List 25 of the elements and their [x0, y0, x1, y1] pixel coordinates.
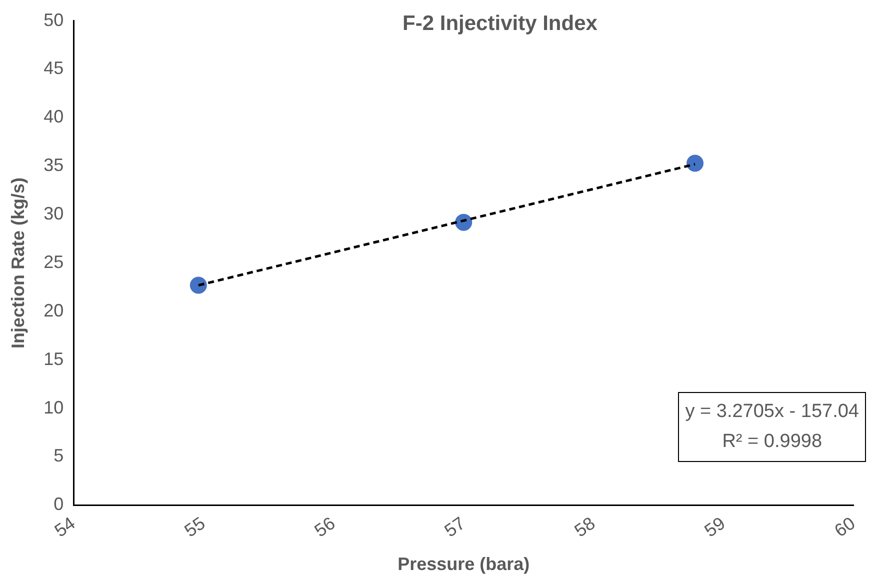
- point: [686, 154, 704, 172]
- y-axis-title: Injection Rate (kg/s): [8, 177, 28, 349]
- y-tick-label: 25: [44, 252, 64, 272]
- x-tick-label: 56: [310, 513, 339, 541]
- y-tick-label: 10: [44, 397, 64, 418]
- y-tick-label: 0: [54, 494, 64, 514]
- chart-title: F-2 Injectivity Index: [402, 12, 598, 36]
- y-tick-label: 15: [44, 348, 64, 369]
- y-tick-label: 45: [44, 58, 64, 78]
- x-tick-label: 60: [830, 513, 859, 541]
- x-tick-label: 55: [180, 513, 209, 541]
- x-tick-label: 57: [440, 513, 469, 541]
- y-tick-label: 20: [44, 300, 64, 320]
- y-tick-label: 30: [44, 204, 64, 224]
- x-tick-label: 58: [570, 513, 599, 541]
- y-tick-label: 50: [44, 10, 64, 30]
- y-tick-label: 35: [44, 155, 64, 176]
- x-axis-title: Pressure (bara): [398, 554, 530, 574]
- annotation: y = 3.2705x - 157.04 R² = 0.9998: [678, 392, 866, 462]
- y-tick-label: 5: [54, 446, 64, 466]
- point: [455, 214, 472, 231]
- x-tick-label: 59: [700, 513, 729, 541]
- point: [190, 276, 207, 294]
- x-tick-label: 54: [50, 513, 79, 541]
- y-tick-label: 40: [44, 106, 64, 127]
